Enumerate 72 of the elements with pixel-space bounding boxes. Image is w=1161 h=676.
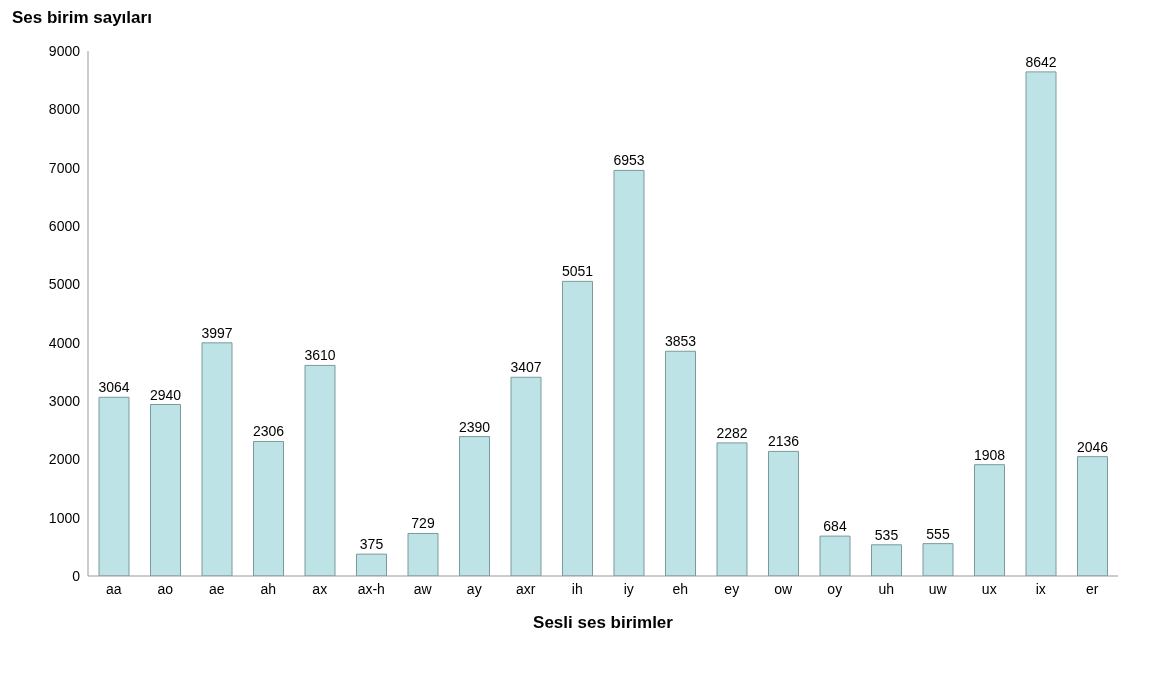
data-label: 2046 xyxy=(1076,438,1109,455)
x-tick-label: iy xyxy=(623,580,634,597)
x-tick-label: ih xyxy=(571,580,583,597)
y-tick-label: 8000 xyxy=(48,101,81,118)
x-tick-label: ow xyxy=(774,580,794,597)
x-tick-label: uh xyxy=(878,580,895,597)
data-label: 3853 xyxy=(664,333,697,350)
data-label: 3407 xyxy=(510,359,542,376)
x-axis-title: Sesli ses birimler xyxy=(533,613,674,632)
bar xyxy=(459,436,490,576)
bar xyxy=(922,543,954,576)
y-axis-title: Ses birim sayıları xyxy=(12,8,152,28)
x-tick-label: ax-h xyxy=(357,580,385,597)
y-tick-label: 7000 xyxy=(48,159,81,176)
bar xyxy=(150,404,181,576)
data-label: 3610 xyxy=(304,347,336,364)
data-label: 6953 xyxy=(613,152,645,169)
x-tick-label: eh xyxy=(672,580,689,597)
y-tick-label: 6000 xyxy=(48,217,81,234)
y-tick-label: 5000 xyxy=(48,276,81,293)
y-tick-label: 4000 xyxy=(48,334,81,351)
x-tick-label: ax xyxy=(312,580,328,597)
bar xyxy=(407,532,439,576)
y-tick-label: 2000 xyxy=(48,451,81,468)
data-label: 5051 xyxy=(561,263,594,280)
x-tick-label: oy xyxy=(827,580,843,597)
bar xyxy=(304,364,336,576)
bar xyxy=(356,553,387,576)
data-label: 375 xyxy=(359,536,384,553)
data-label: 2306 xyxy=(252,423,285,440)
bar xyxy=(819,535,851,576)
x-tick-label: ae xyxy=(208,580,225,597)
bar xyxy=(201,342,233,576)
x-tick-label: ay xyxy=(466,580,482,597)
y-tick-label: 9000 xyxy=(48,42,81,59)
x-tick-label: ux xyxy=(981,580,997,597)
data-label: 2940 xyxy=(149,386,182,403)
bar xyxy=(1077,456,1108,576)
data-label: 684 xyxy=(823,518,847,535)
x-tick-label: uw xyxy=(928,580,948,597)
data-label: 8642 xyxy=(1025,53,1057,70)
bar xyxy=(1025,71,1057,576)
x-tick-label: aa xyxy=(105,580,122,597)
x-tick-label: ah xyxy=(260,580,277,597)
data-label: 729 xyxy=(411,515,435,532)
x-tick-label: er xyxy=(1086,580,1099,597)
data-label: 2282 xyxy=(716,424,748,441)
data-label: 535 xyxy=(874,526,899,543)
bar xyxy=(253,440,284,576)
data-label: 3064 xyxy=(98,379,130,396)
data-label: 2136 xyxy=(767,433,800,450)
x-tick-label: axr xyxy=(516,580,536,597)
bar xyxy=(974,464,1005,576)
x-tick-label: ix xyxy=(1035,580,1046,597)
bar xyxy=(98,396,130,576)
bar xyxy=(562,280,593,576)
y-tick-label: 1000 xyxy=(48,509,81,526)
bar xyxy=(716,442,748,576)
data-label: 1908 xyxy=(973,446,1006,463)
bar xyxy=(510,376,542,576)
bar xyxy=(665,350,696,576)
x-tick-label: aw xyxy=(413,580,433,597)
bar xyxy=(871,544,902,576)
y-tick-label: 3000 xyxy=(48,392,81,409)
data-label: 555 xyxy=(926,525,950,542)
bar xyxy=(613,169,645,576)
y-tick-label: 0 xyxy=(72,567,81,584)
data-label: 2390 xyxy=(458,418,491,435)
x-tick-label: ey xyxy=(724,580,740,597)
x-tick-label: ao xyxy=(157,580,174,597)
data-label: 3997 xyxy=(201,324,233,341)
bar xyxy=(768,450,799,576)
